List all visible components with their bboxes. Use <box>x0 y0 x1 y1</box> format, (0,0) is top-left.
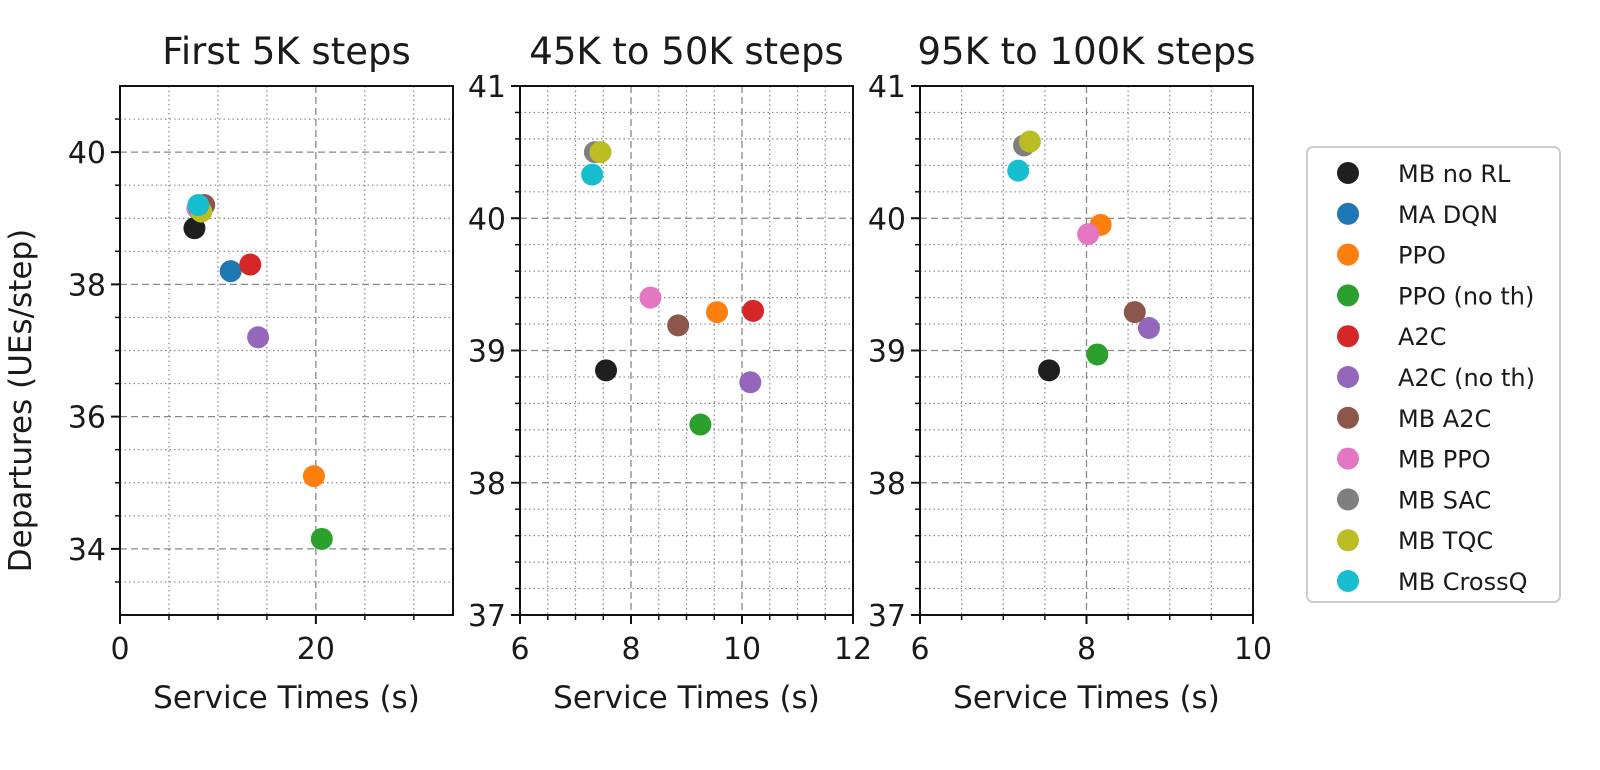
x-axis-label: Service Times (s) <box>953 680 1220 716</box>
x-tick-label: 8 <box>1077 632 1096 667</box>
data-point-ppo <box>302 465 325 488</box>
data-point-ppo <box>706 301 729 324</box>
x-tick-label: 0 <box>110 632 129 667</box>
data-point-a2c-no-th <box>739 371 762 394</box>
x-tick-label: 10 <box>723 632 761 667</box>
legend-label: MB PPO <box>1398 446 1491 474</box>
data-point-ma-dqn <box>219 260 242 283</box>
data-point-ppo-no-th <box>689 413 712 436</box>
legend-marker <box>1337 325 1359 348</box>
y-tick-label: 40 <box>468 202 506 237</box>
y-tick-label: 38 <box>68 268 106 303</box>
data-point-a2c <box>239 253 262 276</box>
legend-label: MB SAC <box>1398 486 1491 514</box>
legend-marker <box>1337 447 1359 470</box>
y-tick-label: 34 <box>68 533 106 568</box>
legend-label: PPO <box>1398 242 1446 270</box>
scatter-panel-2: 6 8 10 12 37 38 39 40 41 45K to 50K steps Service … <box>468 30 872 716</box>
legend-marker <box>1337 366 1359 388</box>
chart-title: 95K to 100K steps <box>918 30 1256 73</box>
scatter-panel-1: 0 20 34 36 38 40 First 5K steps Service Times (… <box>3 30 454 716</box>
legend-marker <box>1337 243 1359 266</box>
y-tick-label: 41 <box>868 70 906 105</box>
y-tick-label: 36 <box>68 401 106 436</box>
data-point-mb-ppo <box>639 286 662 309</box>
legend-marker <box>1337 284 1359 307</box>
legend-item: MB CrossQ <box>1337 568 1527 596</box>
x-tick-label: 8 <box>621 632 640 667</box>
x-tick-label: 20 <box>297 632 335 667</box>
y-tick-label: 40 <box>68 136 106 171</box>
legend-label: A2C (no th) <box>1398 364 1535 392</box>
legend-item: MB TQC <box>1337 527 1493 555</box>
data-point-mb-crossq <box>581 163 604 186</box>
legend-marker <box>1337 202 1359 225</box>
plot-frame <box>119 85 454 616</box>
legend-item: MB SAC <box>1337 486 1491 514</box>
legend-item: PPO (no th) <box>1337 282 1534 310</box>
legend-label: MB no RL <box>1398 160 1511 188</box>
y-tick-label: 39 <box>468 335 506 370</box>
legend-item: A2C (no th) <box>1337 364 1535 392</box>
legend: MB no RL MA DQN PPO PPO (no th) A2C A2C (no t… <box>1306 146 1561 603</box>
chart-title: 45K to 50K steps <box>529 30 843 73</box>
legend-item: MA DQN <box>1337 201 1498 229</box>
y-tick-label: 37 <box>868 599 906 634</box>
data-point-mb-crossq <box>187 194 210 217</box>
legend-item: MB no RL <box>1337 160 1511 188</box>
x-axis-label: Service Times (s) <box>153 680 420 716</box>
x-tick-label: 12 <box>834 632 872 667</box>
x-tick-label: 10 <box>1234 632 1272 667</box>
legend-label: MA DQN <box>1398 201 1498 229</box>
legend-marker <box>1337 570 1359 592</box>
legend-label: MB A2C <box>1398 405 1491 433</box>
legend-marker <box>1337 406 1359 429</box>
scatter-panel-3: 6 8 10 37 38 39 40 41 95K to 100K steps Service T… <box>868 30 1272 716</box>
x-tick-label: 6 <box>910 632 929 667</box>
x-axis-label: Service Times (s) <box>553 680 820 716</box>
data-point-mb-no-rl <box>1038 359 1061 382</box>
legend-item: PPO <box>1337 242 1446 270</box>
y-tick-label: 38 <box>868 467 906 502</box>
data-point-mb-ppo <box>1077 223 1100 246</box>
data-point-mb-tqc <box>589 141 612 164</box>
data-point-ppo-no-th <box>1086 343 1109 366</box>
data-point-mb-a2c <box>667 314 690 337</box>
data-point-mb-tqc <box>1018 130 1041 153</box>
data-point-mb-no-rl <box>595 359 618 382</box>
legend-box <box>1306 146 1561 603</box>
data-point-a2c-no-th <box>1137 317 1160 340</box>
legend-label: MB CrossQ <box>1398 568 1527 596</box>
data-point-ppo-no-th <box>310 527 333 550</box>
chart-title: First 5K steps <box>162 30 411 73</box>
plot-frame <box>919 85 1254 616</box>
y-tick-label: 40 <box>868 202 906 237</box>
data-point-a2c <box>742 299 765 322</box>
legend-label: MB TQC <box>1398 527 1493 555</box>
y-tick-label: 41 <box>468 70 506 105</box>
data-point-mb-crossq <box>1007 159 1030 182</box>
y-axis-label: Departures (UEs/step) <box>3 229 39 572</box>
legend-item: MB PPO <box>1337 446 1491 474</box>
x-tick-label: 6 <box>510 632 529 667</box>
legend-marker <box>1337 529 1359 552</box>
y-tick-label: 37 <box>468 599 506 634</box>
plot-frame <box>519 85 854 616</box>
legend-marker <box>1337 162 1359 184</box>
data-point-mb-a2c <box>1123 301 1146 324</box>
legend-label: PPO (no th) <box>1398 282 1534 310</box>
legend-item: MB A2C <box>1337 405 1491 433</box>
legend-item: A2C <box>1337 323 1446 351</box>
y-tick-label: 38 <box>468 467 506 502</box>
legend-label: A2C <box>1398 323 1446 351</box>
data-point-mb-no-rl <box>183 217 206 240</box>
data-point-a2c-no-th <box>247 326 270 349</box>
y-tick-label: 39 <box>868 335 906 370</box>
legend-marker <box>1337 488 1359 511</box>
